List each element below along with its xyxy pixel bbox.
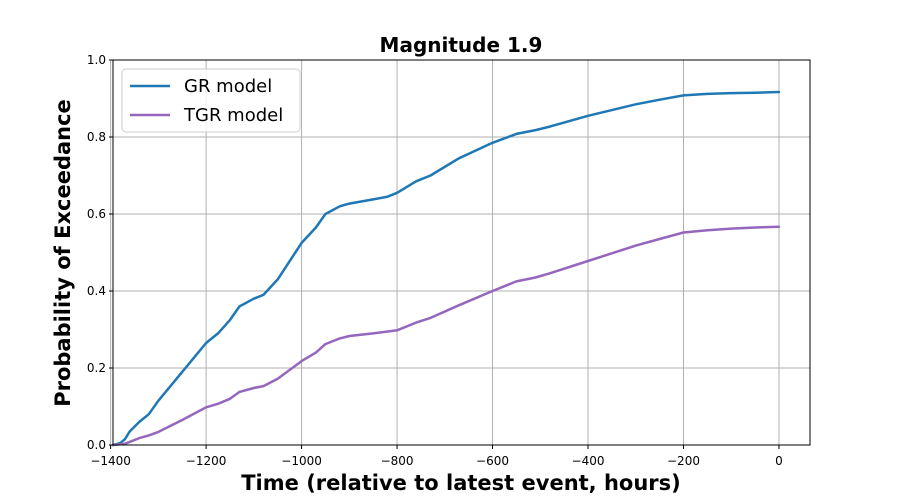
- y-tick-label: 0.6: [87, 207, 106, 221]
- x-tick-label: −1400: [90, 454, 131, 468]
- x-axis-ticks: −1400 −1200 −1000 −800 −600 −400 −200 0: [90, 445, 783, 468]
- x-tick-label: 0: [775, 454, 783, 468]
- chart-title: Magnitude 1.9: [380, 33, 543, 57]
- legend-label-gr-model: GR model: [184, 76, 272, 97]
- x-tick-label: −600: [476, 454, 509, 468]
- series-line-gr-model: [111, 90, 781, 447]
- y-tick-label: 1.0: [87, 53, 106, 67]
- plot-frame: [112, 59, 811, 446]
- y-tick-label: 0.0: [87, 438, 106, 452]
- y-axis-label: Probability of Exceedance: [51, 99, 75, 407]
- x-tick-label: −1000: [281, 454, 322, 468]
- x-axis-label: Time (relative to latest event, hours): [241, 471, 681, 495]
- x-tick-label: −1200: [186, 454, 227, 468]
- y-tick-label: 0.2: [87, 361, 106, 375]
- y-tick-label: 0.8: [87, 130, 106, 144]
- x-tick-label: −800: [381, 454, 414, 468]
- legend-label-tgr-model: TGR model: [183, 105, 283, 126]
- y-tick-label: 0.4: [87, 284, 106, 298]
- x-tick-label: −200: [667, 454, 700, 468]
- series-line-tgr-model: [111, 225, 781, 447]
- x-tick-label: −400: [572, 454, 605, 468]
- legend: GR model TGR model: [121, 68, 301, 133]
- y-axis-ticks: 0.0 0.2 0.4 0.6 0.8 1.0: [87, 53, 113, 452]
- series-layer: [111, 90, 781, 447]
